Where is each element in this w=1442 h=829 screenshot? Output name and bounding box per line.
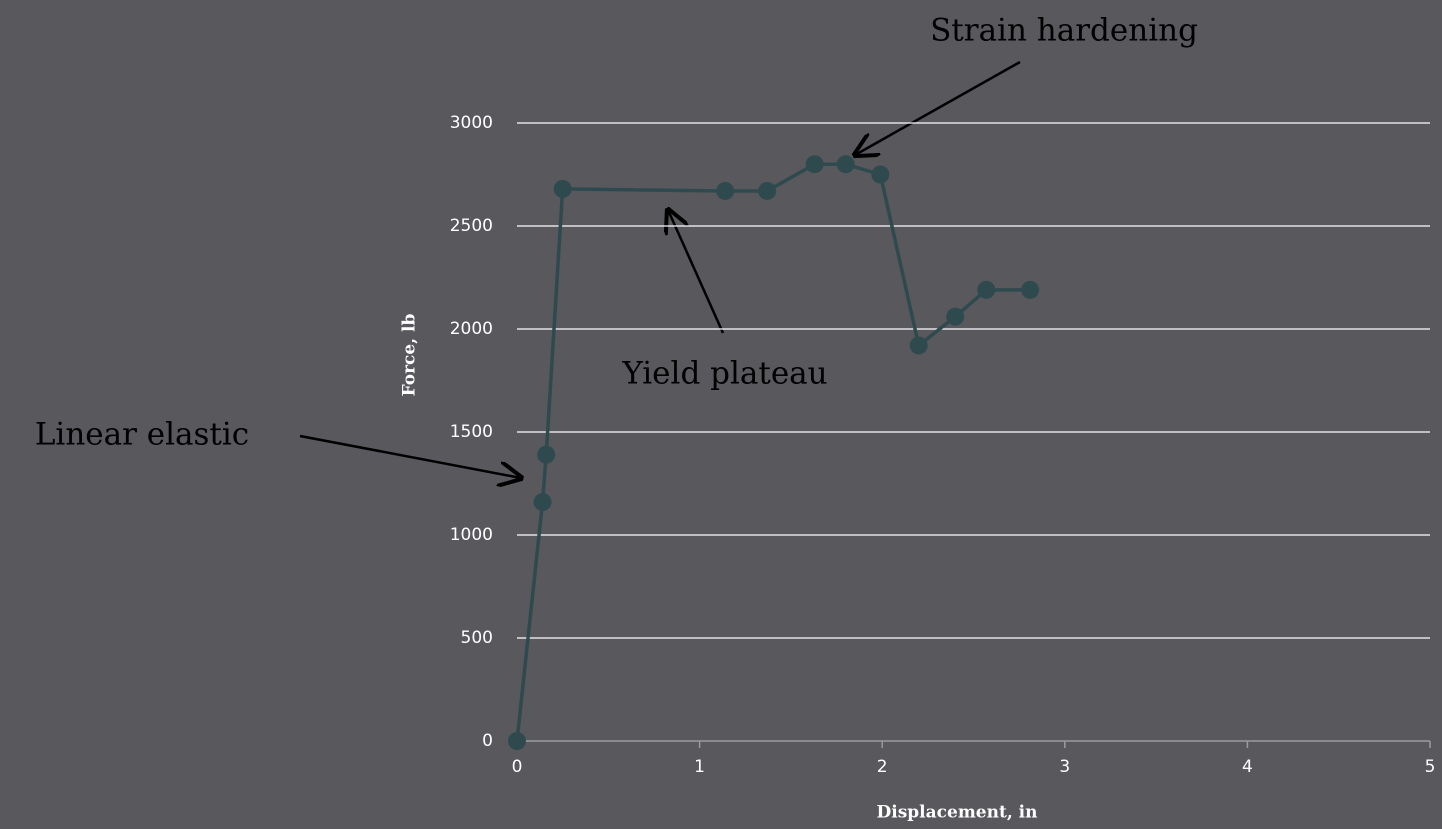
y-tick-label: 1000 [450, 525, 493, 545]
y-tick-label: 2000 [450, 319, 493, 339]
annotation: Yield plateau [621, 356, 827, 392]
x-axis-title: Displacement, in [877, 803, 1038, 823]
data-point [836, 155, 855, 174]
x-tick-label: 5 [1425, 757, 1436, 777]
y-tick-label: 500 [461, 628, 493, 648]
x-tick-label: 0 [512, 757, 523, 777]
data-point [758, 181, 777, 200]
data-point [805, 155, 824, 174]
data-point [533, 493, 552, 512]
y-tick-label: 0 [482, 731, 493, 751]
data-point [1021, 280, 1040, 299]
y-tick-label: 1500 [450, 422, 493, 442]
arrow [668, 210, 725, 334]
data-point [508, 732, 526, 750]
data-point [553, 179, 572, 198]
annotation: Strain hardening [930, 13, 1198, 49]
annotation: Linear elastic [35, 417, 249, 453]
arrow [855, 60, 1021, 155]
data-point [946, 307, 965, 326]
arrow [299, 434, 521, 478]
x-tick-label: 3 [1059, 757, 1070, 777]
x-tick-label: 2 [877, 757, 888, 777]
data-point [977, 280, 996, 299]
y-tick-label: 3000 [450, 113, 493, 133]
y-tick-label: 2500 [450, 216, 493, 236]
x-tick-label: 1 [694, 757, 705, 777]
x-tick-label: 4 [1242, 757, 1253, 777]
data-point [909, 336, 928, 355]
y-axis-title: Force, lb [400, 314, 420, 397]
data-point [716, 181, 735, 200]
data-point [871, 165, 890, 184]
data-point [537, 445, 556, 464]
